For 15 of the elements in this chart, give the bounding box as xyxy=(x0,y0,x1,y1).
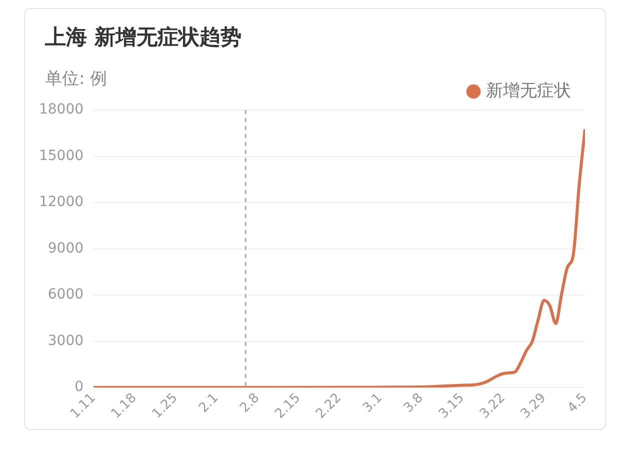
x-tick-label: 2.8 xyxy=(237,390,263,416)
x-tick-label: 2.1 xyxy=(196,390,222,416)
y-tick-label: 6000 xyxy=(48,286,84,303)
y-tick-label: 18000 xyxy=(38,102,84,118)
y-tick-label: 15000 xyxy=(38,148,84,164)
y-tick-label: 9000 xyxy=(48,240,84,256)
x-tick-label: 3.1 xyxy=(360,390,386,416)
x-tick-label: 4.5 xyxy=(564,390,590,416)
y-tick-label: 3000 xyxy=(48,332,84,349)
y-tick-label: 12000 xyxy=(38,194,84,210)
legend-label: 新增无症状 xyxy=(486,80,571,101)
y-tick-label: 0 xyxy=(74,379,84,396)
chart-subtitle: 单位: 例 xyxy=(45,68,108,90)
x-tick-label: 3.8 xyxy=(401,390,426,416)
chart-title: 上海 新增无症状趋势 xyxy=(45,24,242,51)
